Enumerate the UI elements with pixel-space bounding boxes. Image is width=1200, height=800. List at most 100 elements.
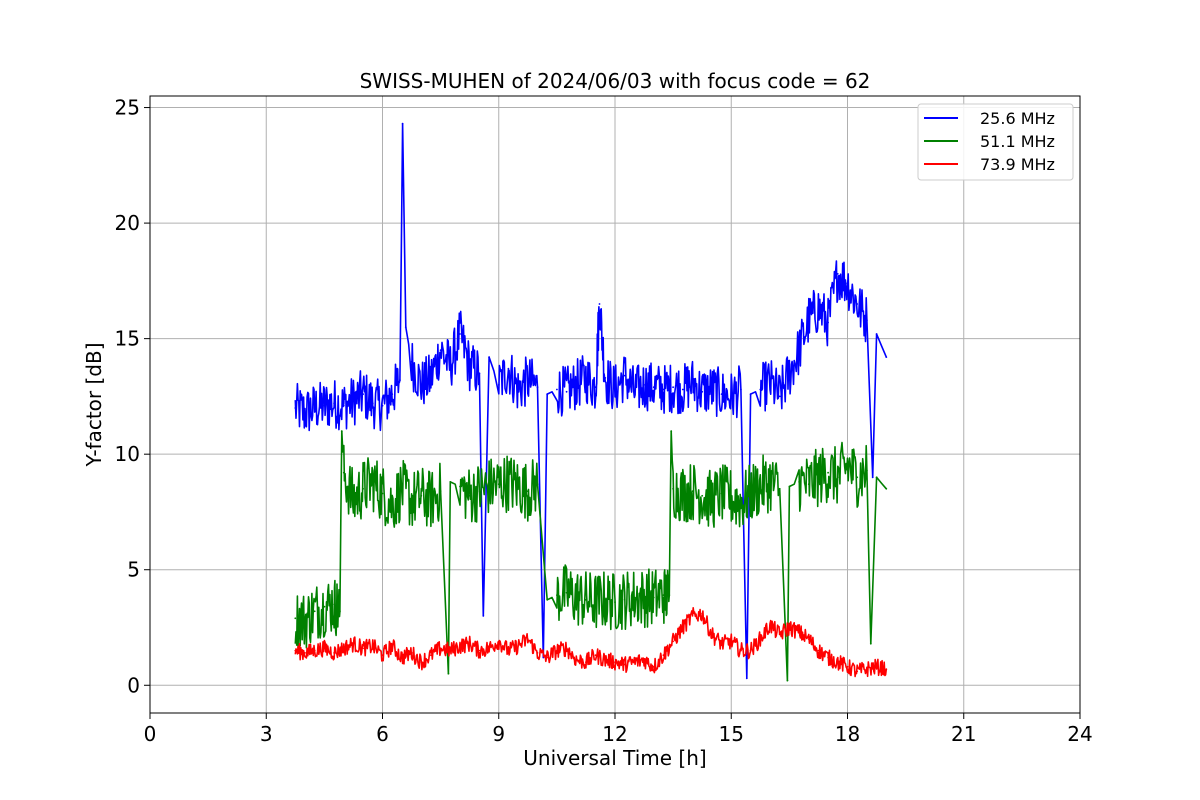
data-point [371, 402, 374, 405]
data-point [614, 661, 616, 664]
data-point [846, 665, 849, 668]
data-point [381, 654, 384, 657]
data-point [546, 393, 549, 395]
data-point [866, 319, 868, 322]
data-point [313, 649, 316, 652]
data-point [381, 492, 384, 495]
data-point [598, 303, 601, 305]
data-point [352, 642, 355, 645]
data-point [740, 501, 742, 504]
data-point [652, 596, 655, 599]
data-point [449, 365, 452, 368]
data-point [730, 640, 733, 643]
data-point [759, 485, 762, 488]
data-point [507, 367, 510, 370]
data-point [594, 386, 597, 389]
data-point [871, 476, 874, 479]
data-point [594, 654, 597, 657]
data-point [556, 649, 558, 652]
data-point [745, 677, 748, 680]
data-point [401, 487, 403, 490]
data-point [769, 381, 771, 384]
data-point [788, 626, 791, 629]
data-point [875, 333, 878, 335]
data-point [565, 647, 568, 650]
data-point [585, 377, 587, 379]
legend: 25.6 MHz 51.1 MHz 73.9 MHz [917, 103, 1074, 181]
data-point [633, 390, 636, 393]
data-point [652, 665, 655, 668]
y-tick-label: 25 [115, 96, 140, 120]
data-point [836, 273, 839, 275]
data-point [807, 483, 810, 486]
data-point [468, 494, 471, 497]
data-point [497, 483, 500, 486]
data-point [817, 307, 820, 310]
x-axis-label: Universal Time [h] [523, 746, 706, 770]
data-point [585, 661, 587, 664]
data-point [352, 499, 355, 502]
data-point [404, 326, 407, 328]
x-tick-label: 6 [376, 722, 389, 746]
data-point [807, 319, 810, 322]
data-point [420, 494, 423, 497]
x-tick-label: 0 [144, 722, 157, 746]
y-tick-label: 15 [115, 327, 140, 351]
data-point [668, 594, 671, 596]
data-point [720, 642, 723, 645]
data-point [391, 504, 394, 506]
data-point [691, 490, 694, 493]
data-point [371, 481, 374, 483]
data-point [294, 617, 297, 620]
data-point [614, 601, 616, 603]
data-point [759, 638, 762, 640]
data-point [846, 282, 849, 285]
chart-title: SWISS-MUHEN of 2024/06/03 with focus cod… [360, 69, 871, 93]
data-point [294, 407, 297, 409]
legend-label: 25.6 MHz [980, 109, 1055, 128]
data-point [652, 386, 655, 389]
data-point [643, 596, 645, 599]
data-point [701, 494, 704, 497]
legend-label: 51.1 MHz [980, 132, 1055, 151]
data-point [681, 388, 684, 391]
data-point [633, 661, 636, 664]
data-point [439, 490, 442, 493]
x-tick-label: 15 [719, 722, 744, 746]
data-point [459, 645, 461, 647]
data-point [342, 471, 345, 474]
data-point [333, 402, 335, 405]
data-point [786, 679, 789, 682]
y-tick-label: 5 [127, 558, 140, 582]
data-point [691, 615, 694, 617]
data-point [788, 372, 791, 375]
data-point [556, 388, 558, 391]
data-point [526, 490, 529, 493]
data-point [497, 640, 500, 643]
data-point [623, 374, 626, 377]
data-point [856, 476, 859, 479]
data-point [827, 321, 829, 324]
data-point [507, 649, 510, 652]
data-point [749, 492, 752, 495]
data-point [575, 384, 578, 386]
data-point [478, 649, 481, 652]
data-point [672, 640, 674, 643]
data-point [323, 404, 326, 407]
data-point [449, 649, 452, 652]
data-point [875, 476, 878, 479]
data-point [594, 601, 597, 603]
data-point [827, 656, 829, 659]
data-point [633, 596, 636, 599]
x-tick-label: 18 [835, 722, 860, 746]
data-point [546, 598, 549, 601]
data-point [362, 393, 364, 395]
data-point [817, 476, 820, 479]
data-point [788, 485, 791, 488]
data-point [730, 497, 733, 499]
data-point [333, 603, 335, 606]
x-tick-label: 9 [492, 722, 505, 746]
data-point [701, 612, 704, 615]
x-tick-label: 12 [602, 722, 627, 746]
